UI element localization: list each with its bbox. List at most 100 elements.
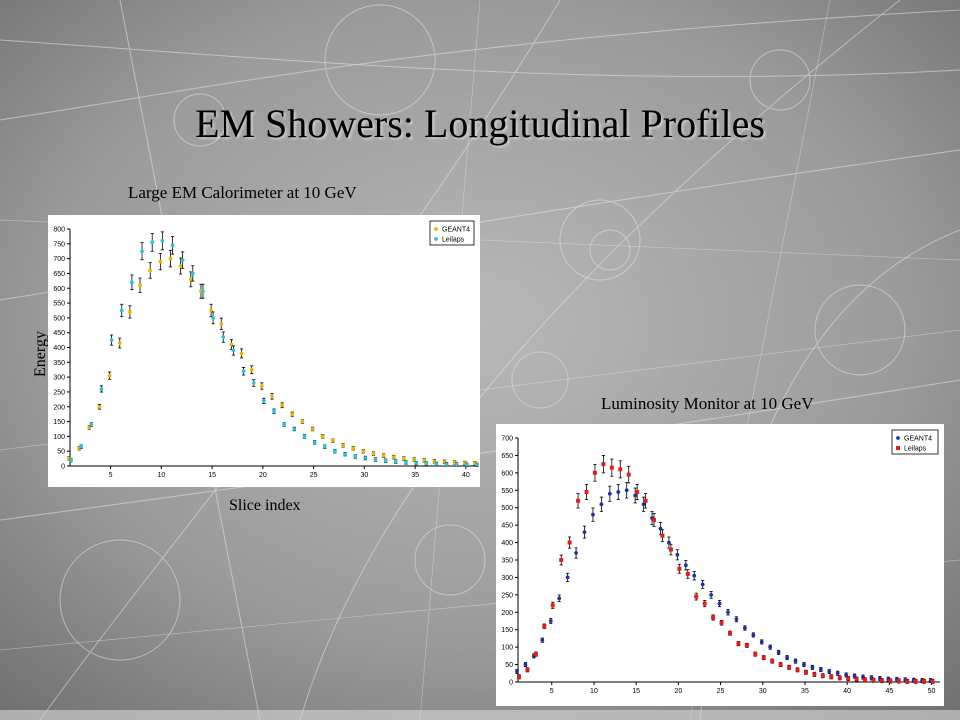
luminosity-data-point — [922, 679, 927, 684]
luminosity-x-tick-label: 15 — [632, 688, 640, 695]
luminosity-y-tick-label: 100 — [501, 645, 513, 652]
calorimeter-data-point — [188, 277, 193, 282]
luminosity-legend-box — [891, 429, 939, 455]
luminosity-data-point — [542, 624, 547, 629]
luminosity-data-point — [565, 575, 570, 580]
luminosity-y-tick-label: 650 — [501, 453, 513, 460]
calorimeter-y-tick-label: 500 — [53, 315, 65, 322]
calorimeter-legend-label: GEANT4 — [442, 227, 470, 234]
calorimeter-data-point — [231, 348, 236, 353]
calorimeter-data-point — [391, 455, 396, 460]
luminosity-y-tick-label: 400 — [501, 540, 513, 547]
calorimeter-data-point — [341, 443, 345, 448]
calorimeter-data-point — [290, 412, 295, 417]
luminosity-x-tick-label: 25 — [717, 688, 725, 695]
calorimeter-y-tick-label: 0 — [61, 464, 65, 471]
calorimeter-y-tick-label: 150 — [53, 419, 65, 426]
luminosity-data-point — [607, 491, 612, 496]
calorimeter-y-tick-label: 800 — [53, 227, 65, 234]
luminosity-data-point — [753, 652, 758, 657]
luminosity-data-point — [515, 669, 519, 674]
luminosity-data-point — [683, 563, 688, 568]
luminosity-data-point — [592, 470, 597, 475]
calorimeter-y-tick-label: 450 — [53, 330, 65, 337]
luminosity-data-point — [591, 512, 595, 517]
luminosity-x-tick-label: 40 — [843, 688, 851, 695]
luminosity-data-point — [863, 677, 868, 682]
luminosity-data-point — [810, 665, 815, 670]
luminosity-data-point — [736, 641, 741, 646]
luminosity-data-point — [567, 540, 572, 545]
luminosity-legend-swatch — [896, 446, 900, 450]
luminosity-data-point — [837, 675, 842, 680]
luminosity-data-point — [525, 667, 530, 672]
calorimeter-data-point — [310, 427, 315, 431]
calorimeter-data-point — [414, 461, 418, 465]
calorimeter-x-tick-label: 10 — [157, 472, 165, 479]
calorimeter-data-point — [109, 338, 114, 342]
luminosity-data-point — [641, 502, 646, 507]
luminosity-data-point — [751, 633, 756, 637]
calorimeter-data-point — [209, 308, 214, 313]
calorimeter-data-point — [119, 308, 124, 313]
calorimeter-x-tick-label: 30 — [360, 472, 368, 479]
luminosity-x-tick-label: 20 — [674, 688, 682, 695]
luminosity-y-tick-label: 150 — [501, 627, 513, 634]
luminosity-data-point — [643, 498, 648, 503]
luminosity-data-point — [827, 669, 832, 674]
luminosity-x-tick-label: 30 — [759, 688, 767, 695]
luminosity-data-point — [677, 566, 682, 571]
luminosity-data-point — [709, 592, 714, 597]
luminosity-data-point — [668, 547, 673, 552]
calorimeter-y-tick-label: 700 — [53, 256, 65, 263]
luminosity-data-point — [930, 679, 935, 684]
calorimeter-data-point — [270, 394, 274, 399]
luminosity-data-point — [633, 493, 638, 498]
calorimeter-y-tick-label: 100 — [53, 434, 65, 441]
luminosity-y-tick-label: 200 — [501, 610, 513, 617]
luminosity-y-tick-label: 500 — [501, 505, 513, 512]
calorimeter-data-point — [454, 462, 459, 467]
luminosity-data-point — [812, 672, 817, 677]
calorimeter-data-point — [241, 369, 246, 374]
calorimeter-data-point — [280, 403, 285, 408]
calorimeter-y-tick-label: 350 — [53, 360, 65, 367]
luminosity-data-point — [785, 655, 789, 660]
luminosity-data-point — [626, 472, 631, 477]
luminosity-data-point — [559, 558, 564, 562]
calorimeter-data-point — [180, 258, 185, 263]
luminosity-data-point — [759, 640, 764, 644]
calorimeter-x-tick-label: 25 — [310, 472, 318, 479]
calorimeter-data-point — [259, 384, 264, 388]
luminosity-data-point — [667, 540, 671, 545]
calorimeter-y-tick-label: 400 — [53, 345, 65, 352]
calorimeter-legend: GEANT4 Leilaps — [429, 220, 475, 246]
calorimeter-chart-svg: 0 50 100 150 200 250 300 350 400 450 500 550 600 650 7… — [53, 220, 479, 479]
luminosity-data-point — [719, 620, 724, 625]
calorimeter-data-point — [261, 398, 266, 403]
calorimeter-data-point — [190, 271, 195, 276]
calorimeter-data-point — [393, 459, 398, 464]
luminosity-data-point — [778, 662, 783, 667]
luminosity-x-tick-label: 50 — [928, 688, 936, 695]
calorimeter-x-tick-label: 40 — [462, 472, 470, 479]
luminosity-data-point — [557, 596, 562, 601]
calorimeter-data-point — [130, 280, 134, 285]
calorimeter-data-point — [148, 268, 153, 273]
luminosity-data-point — [734, 617, 739, 622]
luminosity-x-tick-label: 5 — [550, 688, 554, 695]
luminosity-x-tick-label: 45 — [885, 688, 893, 695]
calorimeter-data-point — [353, 454, 358, 459]
calorimeter-data-point — [219, 321, 224, 326]
calorimeter-data-point — [128, 310, 132, 314]
calorimeter-data-point — [402, 456, 406, 461]
luminosity-y-tick-label: 300 — [501, 575, 513, 582]
luminosity-data-point — [726, 610, 730, 615]
luminosity-data-point — [770, 659, 775, 664]
luminosity-data-point — [829, 674, 834, 679]
luminosity-data-point — [803, 670, 808, 675]
x-axis-label: Slice index — [229, 497, 301, 514]
luminosity-data-point — [913, 679, 918, 684]
calorimeter-data-point — [371, 451, 376, 456]
luminosity-data-point — [854, 677, 859, 682]
